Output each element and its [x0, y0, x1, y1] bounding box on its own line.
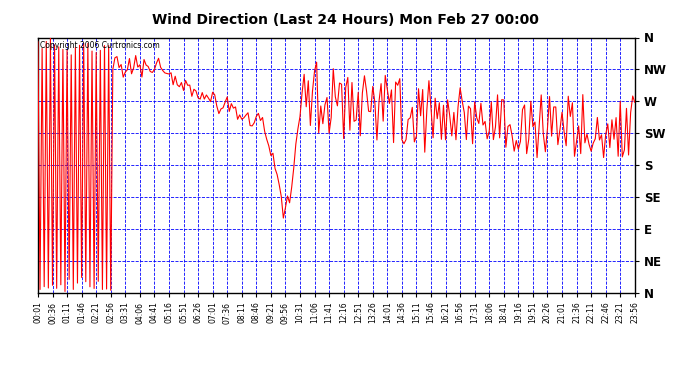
Text: Wind Direction (Last 24 Hours) Mon Feb 27 00:00: Wind Direction (Last 24 Hours) Mon Feb 2…	[152, 13, 538, 27]
Text: Copyright 2006 Curtronics.com: Copyright 2006 Curtronics.com	[40, 41, 159, 50]
